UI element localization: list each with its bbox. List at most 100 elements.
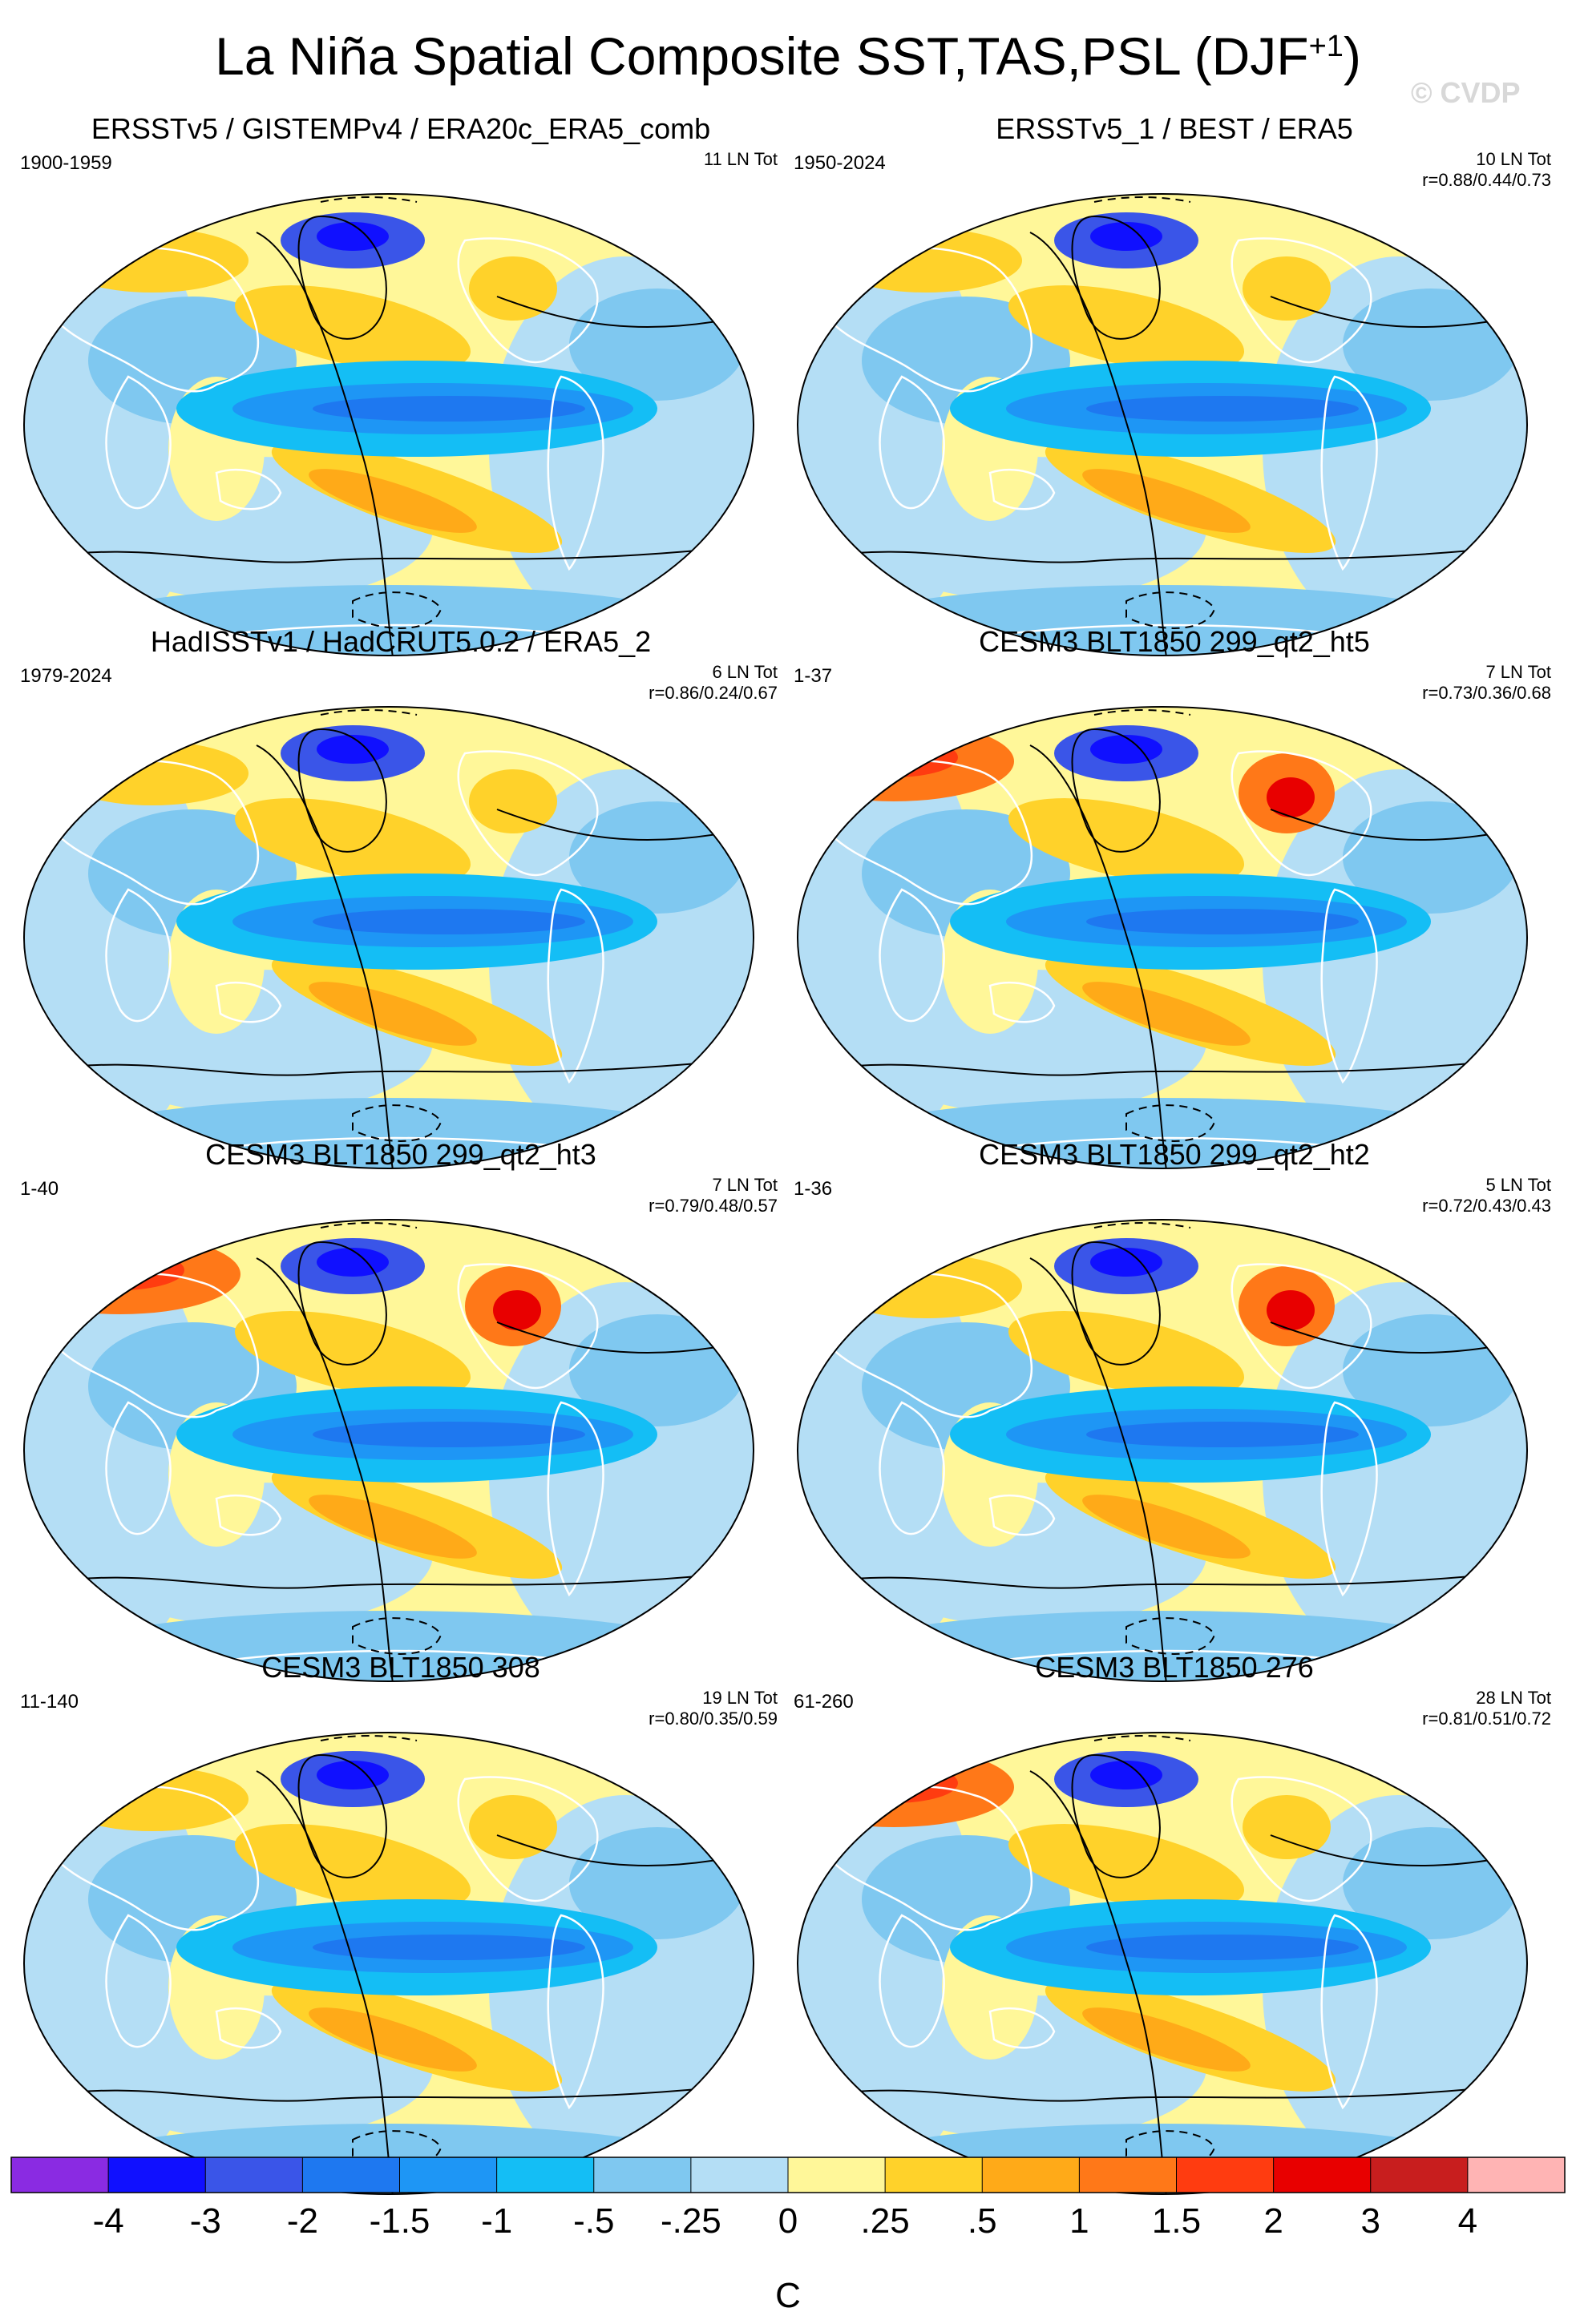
coastline <box>547 888 604 1084</box>
coastline <box>879 1914 945 2048</box>
psl-contour <box>496 809 722 841</box>
coastline <box>981 1136 1368 1152</box>
psl-contour <box>496 1834 722 1867</box>
psl-contour-negative <box>1125 1104 1216 1142</box>
psl-contour-negative <box>352 1617 442 1655</box>
anomaly-patch <box>569 801 746 914</box>
alaska-cold-core <box>1090 1248 1162 1277</box>
coastline <box>208 1649 594 1664</box>
figure-title: La Niña Spatial Composite SST,TAS,PSL (D… <box>0 26 1576 87</box>
map-panel: CESM3 BLT1850 276 61-260 28 LN Tot r=0.81/0… <box>790 1651 1559 2212</box>
warm-anomaly-north <box>1008 1311 1245 1398</box>
coastline <box>1320 375 1378 571</box>
panel-period: 1-36 <box>794 1178 833 1200</box>
psl-contour-negative <box>1093 709 1191 716</box>
eurasia-anomaly <box>56 1767 249 1831</box>
coastline <box>879 1401 945 1535</box>
panel-period: 1-40 <box>20 1178 59 1200</box>
psl-contour <box>1029 1257 1167 1681</box>
coastline <box>828 1785 1033 1931</box>
psl-contour-negative <box>320 196 418 203</box>
psl-contour <box>256 1770 394 2194</box>
eurasia-anomaly <box>830 228 1022 293</box>
map-border <box>22 192 755 657</box>
alaska-cold-core <box>1090 222 1162 251</box>
psl-contour-negative <box>1125 1617 1216 1655</box>
coastline <box>208 1136 594 1152</box>
anomaly-patch <box>52 585 725 656</box>
pattern-correlation: r=0.73/0.36/0.68 <box>1422 683 1551 703</box>
coastline <box>457 1776 599 1902</box>
warm-anomaly-north <box>234 1824 471 1910</box>
alaska-cold-core <box>317 1248 389 1277</box>
north-america-warm-core <box>1267 1290 1315 1330</box>
warm-anomaly-core <box>1082 982 1251 1046</box>
anomaly-patch <box>826 1098 1499 1168</box>
north-america-warm-core <box>493 1290 541 1330</box>
cold-tongue-core <box>313 909 585 934</box>
coastline <box>547 1401 604 1597</box>
anomaly-patch <box>826 585 1499 656</box>
title-close: ) <box>1343 26 1361 86</box>
title-text: La Niña Spatial Composite SST,TAS,PSL (D… <box>215 26 1309 86</box>
psl-contour-negative <box>352 1104 442 1142</box>
map-panel: ERSSTv5 / GISTEMPv4 / ERA20c_ERA5_comb 19… <box>16 112 786 673</box>
coastline <box>105 375 172 510</box>
warm-anomaly-core <box>309 469 477 533</box>
psl-contour-positive <box>297 215 387 340</box>
anomaly-patch <box>569 1827 746 1939</box>
psl-contour <box>1270 296 1496 329</box>
psl-contour-positive <box>1071 1753 1161 1878</box>
map-border <box>796 1731 1529 2196</box>
alaska-cold-core <box>1090 1761 1162 1789</box>
psl-contour <box>496 296 722 329</box>
pattern-correlation: r=0.72/0.43/0.43 <box>1422 1196 1551 1216</box>
coastline <box>1320 1914 1378 2110</box>
psl-contour <box>798 1570 1527 1589</box>
psl-contour <box>1029 744 1167 1168</box>
alaska-cold-core <box>317 1761 389 1789</box>
coastline <box>215 1495 282 1536</box>
psl-contour-positive <box>297 1241 387 1366</box>
psl-contour-positive <box>297 728 387 853</box>
warm-anomaly-north <box>234 285 471 372</box>
map-panel: CESM3 BLT1850 299_qt2_ht3 1-40 7 LN Tot r=0… <box>16 1138 786 1699</box>
psl-contour-positive <box>297 1753 387 1878</box>
copyright-watermark: © CVDP <box>1411 76 1521 109</box>
map-panel: HadISSTv1 / HadCRUT5.0.2 / ERA5_2 1979-20… <box>16 625 786 1186</box>
cold-tongue-core <box>1086 909 1359 934</box>
robinson-map <box>22 192 755 657</box>
coastline <box>1230 1776 1372 1902</box>
event-count: 7 LN Tot <box>712 1175 778 1195</box>
alaska-cold-core <box>317 222 389 251</box>
robinson-map <box>796 192 1529 657</box>
north-america-anomaly <box>1243 256 1331 321</box>
panel-period: 11-140 <box>20 1691 79 1713</box>
coastline <box>981 1649 1368 1664</box>
event-count: 19 LN Tot <box>702 1688 778 1708</box>
anomaly-patch <box>569 288 746 401</box>
panel-period: 1900-1959 <box>20 152 112 174</box>
warm-anomaly-core <box>309 982 477 1046</box>
cold-tongue-core <box>313 1422 585 1447</box>
cold-tongue-core <box>1086 396 1359 422</box>
robinson-map <box>22 1731 755 2196</box>
warm-anomaly-core <box>1082 1495 1251 1559</box>
psl-contour-negative <box>352 591 442 629</box>
panel-stats: 10 LN Tot r=0.88/0.44/0.73 <box>1422 149 1551 191</box>
panel-period: 1-37 <box>794 665 833 687</box>
coastline <box>988 982 1056 1023</box>
map-panel: CESM3 BLT1850 299_qt2_ht2 1-36 5 LN Tot r=0… <box>790 1138 1559 1699</box>
map-border <box>22 1218 755 1683</box>
panel-title: ERSSTv5 / GISTEMPv4 / ERA20c_ERA5_comb <box>91 112 711 145</box>
coastline <box>215 2007 282 2049</box>
coastline <box>55 247 260 393</box>
coastline <box>1230 1263 1372 1390</box>
coastline <box>457 237 599 364</box>
panel-period: 1979-2024 <box>20 665 112 687</box>
event-count: 10 LN Tot <box>1476 149 1551 169</box>
anomaly-patch <box>1343 1314 1519 1426</box>
pattern-correlation: r=0.81/0.51/0.72 <box>1422 1709 1551 1729</box>
cold-tongue-core <box>1086 1422 1359 1447</box>
anomaly-patch <box>569 1314 746 1426</box>
